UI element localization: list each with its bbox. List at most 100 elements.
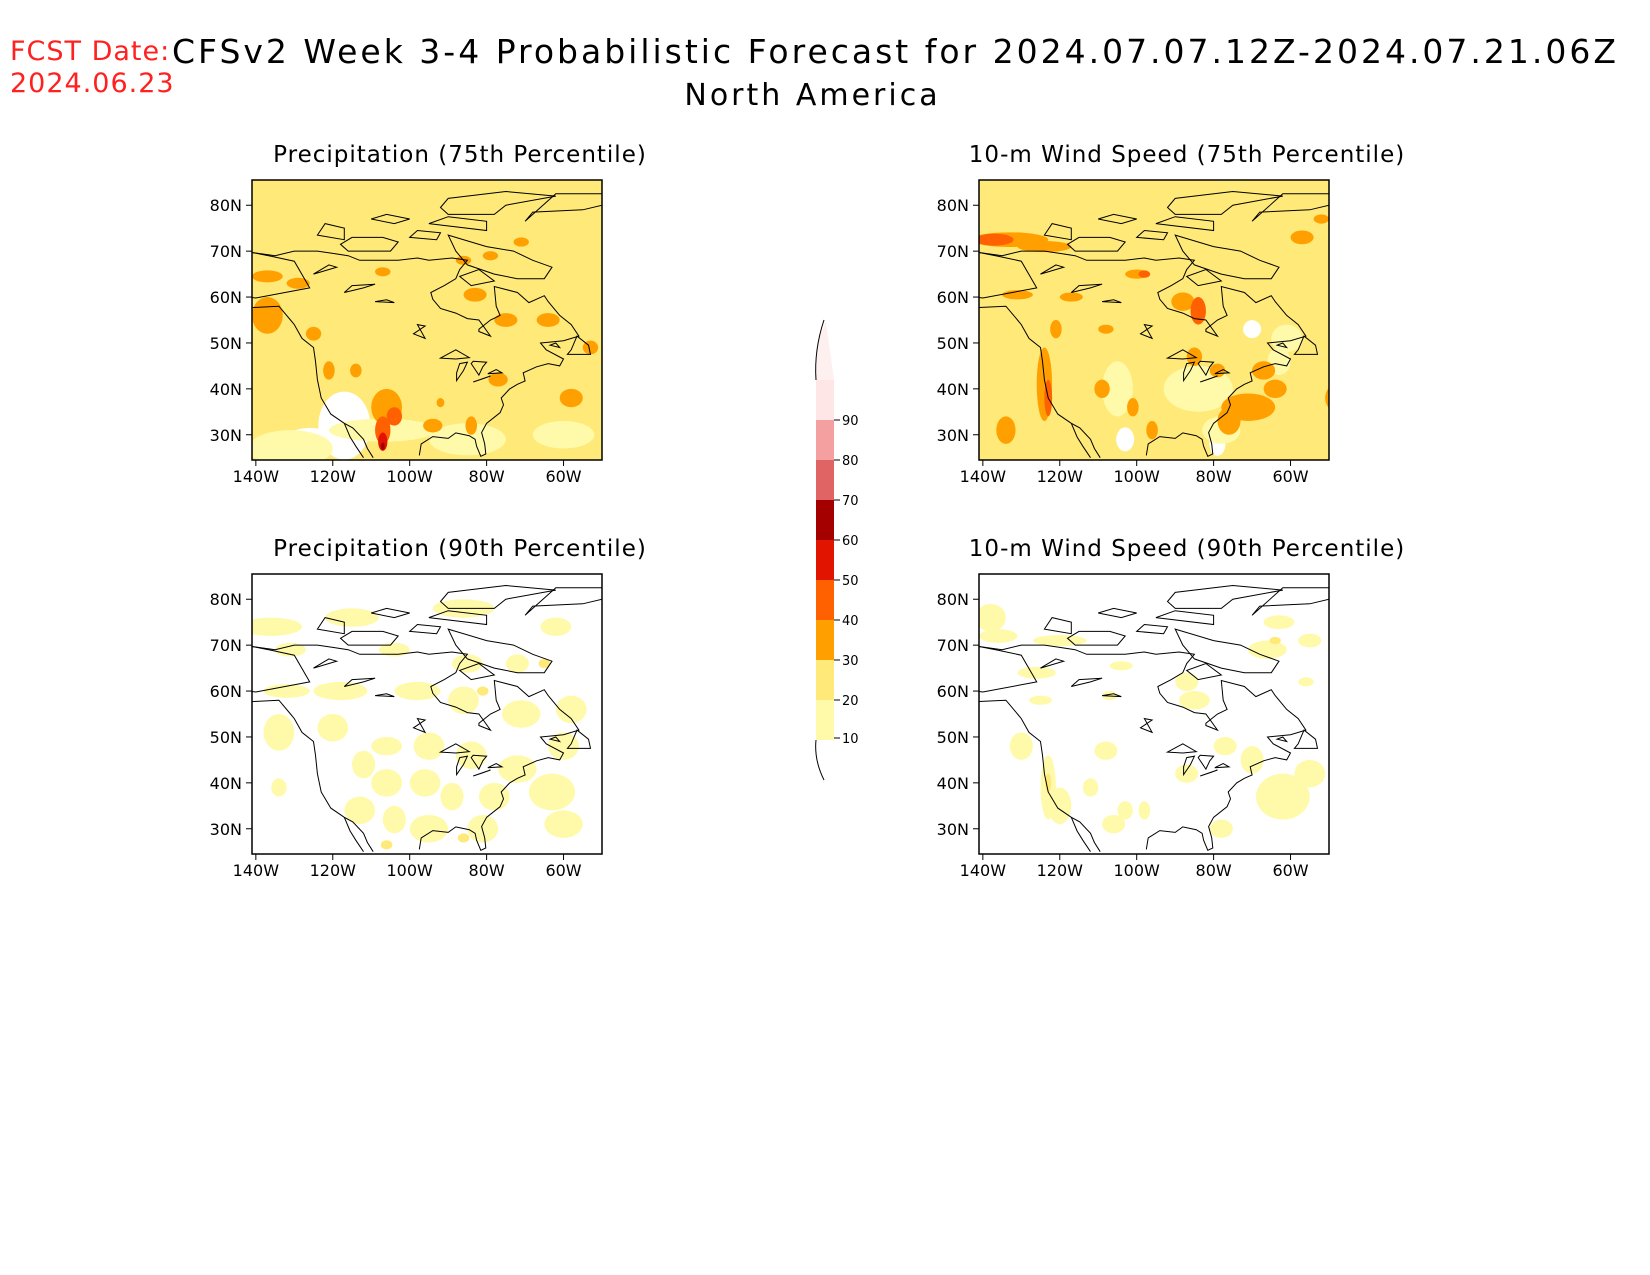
island-outline — [548, 342, 562, 349]
island-outline — [1251, 587, 1329, 616]
lat-tick-label: 70N — [937, 242, 969, 261]
probability-patch — [1017, 241, 1072, 253]
colorbar-swatch — [816, 380, 834, 420]
lon-tick-label: 120W — [310, 861, 357, 880]
colorbar-swatch — [816, 460, 834, 500]
lake-outline — [1102, 693, 1122, 698]
lake-outline — [375, 693, 395, 698]
forecast-date-block: FCST Date: 2024.06.23 — [10, 36, 175, 100]
island-outline — [428, 216, 488, 232]
map-panel-wind-90: 10-m Wind Speed (90th Percentile) 80N 70N… — [927, 536, 1447, 916]
probability-field — [979, 180, 1329, 460]
lon-tick-label: 120W — [1037, 467, 1084, 486]
colorbar-label: 80 — [842, 454, 859, 469]
island-outline — [408, 623, 442, 635]
island-outline — [339, 236, 400, 252]
lake-outline — [1214, 763, 1231, 769]
lon-tick-label: 80W — [1196, 861, 1232, 880]
lake-outline — [473, 769, 491, 777]
baja-coastline — [343, 817, 364, 852]
probability-patch — [350, 363, 362, 378]
coastlines — [979, 584, 1329, 852]
lake-outline — [438, 349, 471, 360]
island-outline — [1098, 213, 1137, 225]
lon-tick-label: 100W — [1114, 861, 1161, 880]
probability-patch — [979, 603, 1006, 632]
lat-tick-label: 60N — [210, 288, 242, 307]
lat-tick-label: 40N — [210, 774, 242, 793]
probability-patch — [371, 769, 402, 797]
colorbar-legend: 10 20 30 40 50 60 70 80 90 — [800, 319, 870, 781]
lake-outline — [1040, 264, 1066, 275]
lon-tick-label: 80W — [469, 861, 505, 880]
island-outline — [1155, 216, 1215, 232]
island-outline — [1185, 268, 1223, 287]
island-outline — [1275, 736, 1289, 743]
lat-tick-label: 60N — [210, 682, 242, 701]
no-signal-area — [1243, 320, 1262, 339]
probability-patch — [1163, 365, 1233, 412]
probability-patch — [1175, 764, 1199, 783]
lake-outline — [1102, 299, 1122, 304]
probability-patch — [1127, 398, 1139, 417]
map-plot: 80N 70N 60N 50N 40N 30N 140W 120W 100W 80W 60W — [937, 573, 1330, 880]
colorbar-top-edge — [815, 319, 825, 381]
probability-patch — [1009, 732, 1033, 760]
probability-patch — [371, 736, 402, 756]
lon-tick-label: 80W — [1196, 467, 1232, 486]
probability-patch — [1029, 695, 1053, 705]
probability-patch — [465, 416, 477, 435]
panel-title: Precipitation (90th Percentile) — [273, 536, 647, 562]
probability-patch — [352, 750, 376, 779]
probability-patch — [455, 741, 487, 770]
lat-tick-label: 30N — [210, 820, 242, 839]
lake-outline — [1197, 754, 1215, 771]
probability-patch — [378, 432, 388, 451]
probability-patch — [1017, 666, 1056, 679]
lake-outline — [456, 755, 469, 777]
probability-patch — [555, 695, 587, 724]
lake-outline — [343, 677, 376, 687]
probability-patch — [1294, 759, 1326, 788]
lat-tick-label: 70N — [210, 636, 242, 655]
probability-patch — [559, 388, 583, 408]
lake-outline — [1070, 283, 1103, 293]
coastlines — [979, 190, 1329, 458]
probability-patch — [1098, 324, 1114, 334]
map-frame — [978, 179, 1330, 461]
probability-patch — [1171, 292, 1195, 311]
island-outline — [316, 223, 345, 241]
lat-tick-label: 80N — [210, 590, 242, 609]
probability-patch — [457, 833, 470, 843]
lake-outline — [1200, 375, 1218, 383]
island-outline — [1155, 610, 1215, 626]
east-coastline — [979, 250, 1307, 457]
east-coastline — [252, 644, 580, 851]
probability-patch — [1102, 361, 1133, 417]
probability-patch — [1269, 636, 1281, 645]
island-outline — [1166, 584, 1283, 609]
island-outline — [1293, 729, 1319, 749]
probability-patch — [1109, 661, 1133, 671]
lat-tick-label: 50N — [210, 728, 242, 747]
probability-patch — [1179, 691, 1210, 710]
lake-outline — [1139, 323, 1154, 340]
probability-patch — [428, 423, 506, 456]
probability-patch — [386, 407, 402, 426]
page-title: CFSv2 Week 3-4 Probabilistic Forecast fo… — [172, 32, 1619, 71]
lat-tick-label: 50N — [937, 728, 969, 747]
island-outline — [1135, 229, 1169, 241]
lake-outline — [375, 299, 395, 304]
lat-tick-label: 80N — [937, 196, 969, 215]
probability-patch — [1298, 633, 1322, 648]
shaded-field — [979, 574, 1329, 854]
probability-patch — [305, 326, 322, 341]
island-outline — [447, 234, 553, 280]
colorbar-label: 50 — [842, 574, 859, 589]
coastlines — [252, 190, 602, 458]
island-outline — [458, 662, 496, 681]
probability-patch — [1325, 387, 1329, 409]
probability-patch — [1059, 292, 1083, 302]
panel-title: 10-m Wind Speed (75th Percentile) — [968, 142, 1406, 168]
probability-patch — [1175, 672, 1199, 692]
